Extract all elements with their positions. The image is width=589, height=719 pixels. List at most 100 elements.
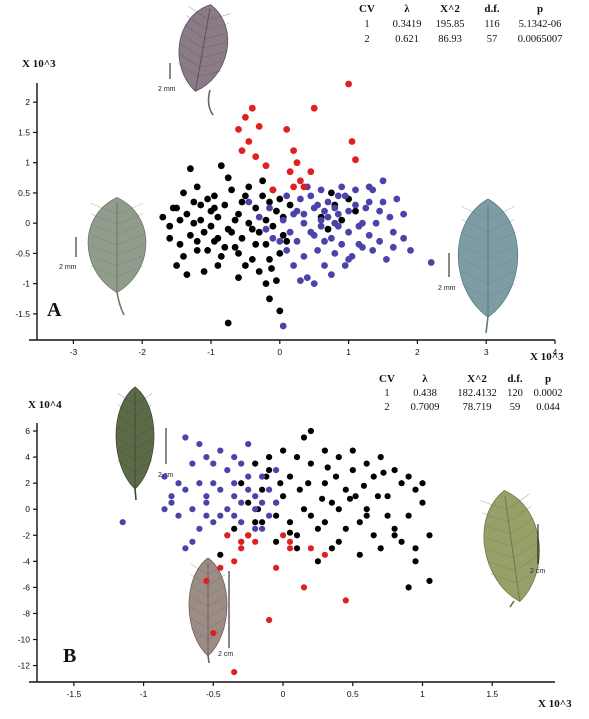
data-point (332, 473, 340, 480)
data-point (235, 210, 242, 218)
data-point (255, 268, 263, 275)
data-point (286, 538, 294, 545)
data-point (252, 519, 259, 526)
data-point (307, 460, 314, 467)
leaf-image-top-vein (117, 460, 153, 472)
data-point (259, 519, 266, 526)
table-cell: 2 (364, 34, 369, 45)
data-point (286, 201, 294, 209)
y-tick-label: -1 (22, 279, 30, 289)
data-point (200, 268, 208, 275)
leaf-image-top-vein (117, 437, 153, 450)
data-point (197, 201, 205, 209)
data-point (300, 506, 308, 513)
leaf-image-top-vein (117, 392, 153, 405)
x-tick-label: 1 (420, 689, 425, 699)
data-point (276, 195, 284, 203)
data-point (356, 519, 363, 526)
data-point (293, 237, 301, 245)
data-point (262, 216, 270, 224)
data-point (255, 123, 263, 130)
data-point (359, 219, 366, 227)
data-point (245, 138, 253, 145)
data-point (217, 253, 225, 260)
data-point (328, 545, 335, 552)
y-tick-label: 2 (25, 97, 30, 107)
data-point (259, 525, 266, 532)
stats-table: CV λ X^2 d.f. p 1 0.3419 195.85 116 5.1342-06 2 0.6… (359, 3, 562, 45)
data-point (252, 240, 260, 248)
data-point (328, 499, 335, 506)
data-point (217, 486, 224, 493)
data-point (182, 434, 189, 441)
data-point (305, 480, 312, 487)
data-point (238, 234, 246, 242)
data-point (211, 204, 218, 212)
data-point (259, 192, 266, 200)
data-point (262, 280, 270, 287)
data-point (273, 499, 280, 506)
data-point (231, 669, 238, 676)
data-point (300, 434, 308, 441)
x-tick-label: 1.5 (486, 689, 498, 699)
data-point (193, 183, 201, 191)
y-tick-label: 0.5 (18, 188, 30, 198)
data-point (228, 228, 236, 236)
data-point (238, 519, 245, 526)
table-cell: 2 (384, 402, 389, 413)
data-point (365, 198, 373, 206)
data-point (324, 213, 332, 221)
data-point (242, 262, 249, 269)
series-2 (203, 532, 349, 676)
data-point (235, 274, 242, 281)
table-cell: 59 (510, 402, 521, 413)
data-point (342, 597, 349, 604)
data-point (376, 237, 383, 245)
data-point (363, 460, 370, 467)
data-point (307, 427, 314, 435)
y-tick-label: -8 (22, 608, 30, 618)
y-tick-label: -6 (22, 582, 30, 592)
data-point (231, 216, 239, 224)
y-tick-label: -1.5 (15, 309, 30, 319)
data-point (180, 189, 187, 197)
data-point (286, 519, 294, 526)
leaf-image-right (457, 198, 519, 318)
data-point (300, 183, 308, 191)
data-point (217, 447, 224, 454)
table-cell: 182.4132 (457, 388, 496, 399)
data-point (346, 495, 354, 502)
y-tick-label: 0 (25, 218, 30, 228)
data-point (314, 558, 321, 565)
data-point (310, 104, 318, 112)
data-point (203, 577, 210, 585)
data-point (266, 467, 273, 474)
data-point (283, 192, 291, 200)
data-point (266, 198, 273, 206)
data-point (187, 231, 194, 239)
data-point (214, 234, 222, 242)
data-point (352, 156, 359, 164)
data-point (321, 262, 328, 269)
table-header: X^2 (467, 373, 487, 385)
data-point (224, 506, 231, 513)
leaf-image-top-midrib (194, 8, 211, 92)
x-tick-label: -0.5 (206, 689, 221, 699)
data-point (405, 473, 412, 480)
data-point (259, 177, 266, 185)
data-point (211, 192, 218, 200)
table-cell: 86.93 (438, 34, 462, 45)
series-2 (235, 80, 359, 194)
data-point (331, 204, 339, 212)
leaf-image-left-vein (90, 244, 144, 256)
table-cell: 120 (507, 388, 523, 399)
data-point (321, 519, 328, 526)
x-tick-label: 0 (277, 347, 282, 357)
series-1 (119, 434, 280, 552)
data-point (266, 295, 273, 303)
data-point (245, 532, 252, 539)
data-point (280, 493, 287, 500)
data-point (377, 545, 384, 552)
data-point (369, 247, 377, 254)
data-point (349, 467, 356, 474)
